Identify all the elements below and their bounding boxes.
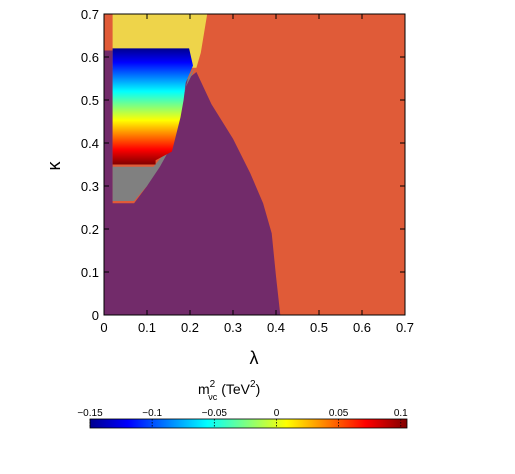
x-tick-label: 0 xyxy=(100,320,107,335)
plot-area xyxy=(104,14,405,315)
y-axis-label: κ xyxy=(44,161,64,171)
y-tick-label: 0.2 xyxy=(81,222,99,237)
colorbar-tick-label: −0.1 xyxy=(142,408,162,419)
x-tick-label: 0.6 xyxy=(353,320,371,335)
y-tick-label: 0.5 xyxy=(81,93,99,108)
gray-region xyxy=(112,67,195,201)
mass-scan-region xyxy=(112,48,193,165)
x-tick-label: 0.4 xyxy=(267,320,285,335)
plot-frame xyxy=(103,13,406,316)
purple-region xyxy=(104,50,281,315)
y-tick-label: 0.1 xyxy=(81,265,99,280)
colorbar-label: m2 νc (TeV2) xyxy=(198,379,260,402)
x-tick-label: 0.5 xyxy=(310,320,328,335)
colorbar-label-unit: (TeV xyxy=(221,381,250,397)
x-tick-label: 0.7 xyxy=(396,320,414,335)
colorbar-tick-label: 0.1 xyxy=(394,408,408,419)
colorbar-ticks: −0.15 −0.1 −0.05 0 0.05 0.1 xyxy=(77,408,408,428)
y-tick-label: 0.4 xyxy=(81,136,99,151)
colorbar-tick-label: 0.05 xyxy=(329,408,349,419)
colorbar xyxy=(89,418,408,429)
y-tick-label: 0.6 xyxy=(81,50,99,65)
y-tick-label: 0.7 xyxy=(81,7,99,22)
y-tick-label: 0 xyxy=(92,308,99,323)
colorbar-label-sup: 2 xyxy=(210,379,216,390)
y-axis: 0 0.1 0.2 0.3 0.4 0.5 0.6 0.7 xyxy=(81,7,405,323)
x-axis: 0 0.1 0.2 0.3 0.4 0.5 0.6 0.7 xyxy=(100,14,414,335)
x-tick-label: 0.3 xyxy=(224,320,242,335)
colorbar-label-main: m xyxy=(198,381,210,397)
x-tick-label: 0.2 xyxy=(181,320,199,335)
colorbar-label-sub: νc xyxy=(208,392,218,402)
colorbar-tick-label: −0.15 xyxy=(77,408,103,419)
colorbar-tick-label: 0 xyxy=(274,408,280,419)
colorbar-label-unit-sup: 2 xyxy=(250,379,256,390)
colorbar-label-close: ) xyxy=(256,381,261,397)
x-tick-label: 0.1 xyxy=(138,320,156,335)
colorbar-tick-label: −0.05 xyxy=(202,408,228,419)
y-tick-label: 0.3 xyxy=(81,179,99,194)
x-axis-label: λ xyxy=(250,348,259,368)
